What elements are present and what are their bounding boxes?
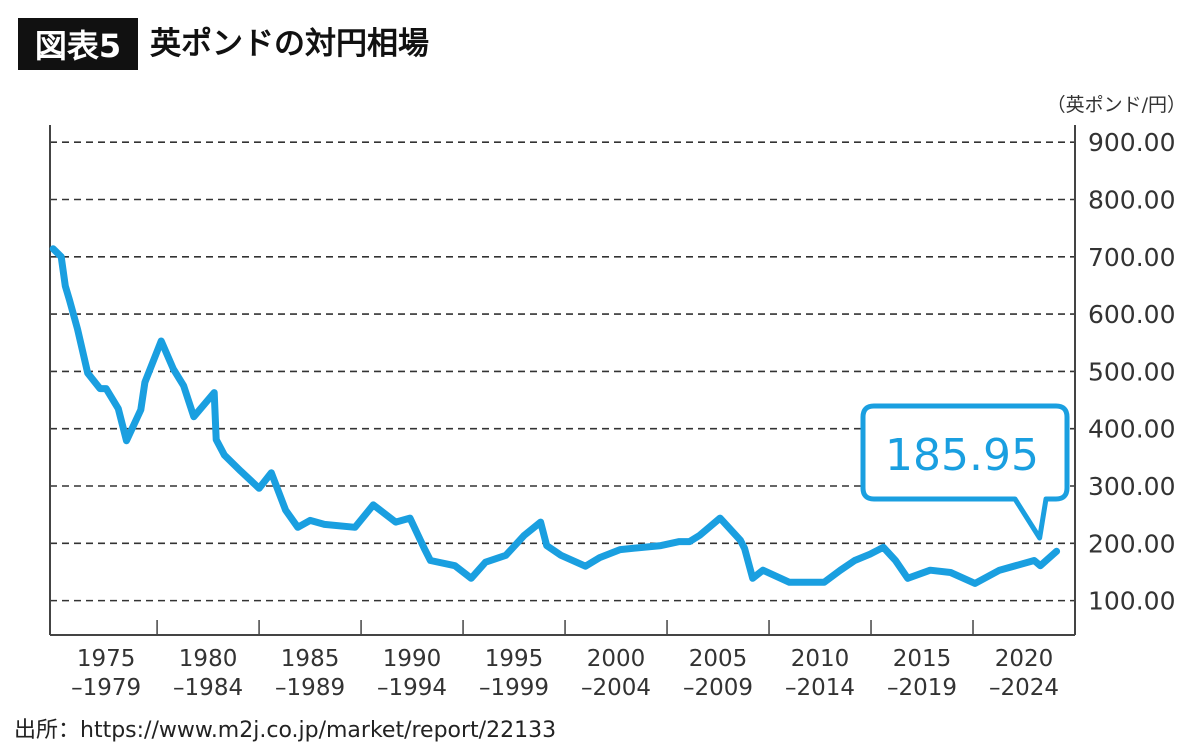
y-tick-label: 100.00 — [1088, 587, 1175, 616]
figure-label: 図表5 — [18, 18, 138, 70]
x-tick-label: –1984 — [173, 675, 243, 701]
x-tick-label: 2015 — [893, 646, 952, 672]
x-tick-label: –2004 — [581, 675, 651, 701]
x-tick-label: –1979 — [71, 675, 141, 701]
y-tick-label: 300.00 — [1088, 472, 1175, 501]
y-tick-label: 500.00 — [1088, 357, 1175, 386]
x-tick-label: 2005 — [689, 646, 748, 672]
x-tick-label: 2010 — [791, 646, 850, 672]
x-tick-label: 1985 — [281, 646, 340, 672]
data-series-line — [49, 245, 1061, 587]
y-tick-label: 700.00 — [1088, 243, 1175, 272]
x-tick-label: 1995 — [485, 646, 544, 672]
source-note: 出所：https://www.m2j.co.jp/market/report/2… — [14, 718, 557, 743]
x-tick-label: –1994 — [377, 675, 447, 701]
value-callout-box — [860, 403, 1070, 541]
y-tick-label: 800.00 — [1088, 185, 1175, 214]
x-tick-label: 2000 — [587, 646, 646, 672]
y-axis-unit-label: （英ポンド/円） — [1046, 94, 1186, 116]
x-tick-label: –2019 — [887, 675, 957, 701]
y-tick-label: 600.00 — [1088, 300, 1175, 329]
y-tick-label: 400.00 — [1088, 415, 1175, 444]
x-tick-label: 2020 — [995, 646, 1054, 672]
x-tick-label: –1989 — [275, 675, 345, 701]
y-tick-label: 900.00 — [1088, 128, 1175, 157]
x-tick-label: –2014 — [785, 675, 855, 701]
x-tick-label: 1980 — [179, 646, 238, 672]
x-tick-label: 1990 — [383, 646, 442, 672]
chart-title: 英ポンドの対円相場 — [150, 26, 429, 62]
x-tick-label: –1999 — [479, 675, 549, 701]
x-tick-label: –2024 — [989, 675, 1059, 701]
y-tick-label: 200.00 — [1088, 529, 1175, 558]
x-tick-label: 1975 — [77, 646, 136, 672]
x-tick-label: –2009 — [683, 675, 753, 701]
value-callout-text: 185.95 — [885, 430, 1039, 481]
